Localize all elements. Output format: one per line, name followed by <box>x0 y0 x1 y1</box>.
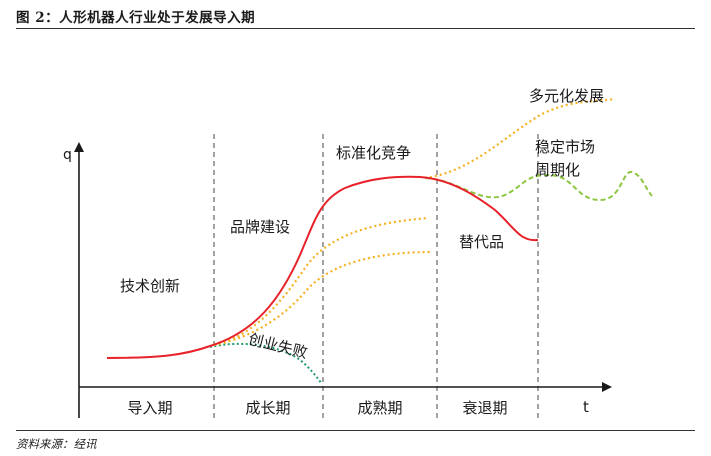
annotation-stable-line1: 稳定市场 <box>535 138 595 156</box>
annotation-diversification: 多元化发展 <box>529 87 604 105</box>
main-lifecycle-curve <box>106 175 539 359</box>
annotation-stable-line2: 周期化 <box>535 161 580 179</box>
annotation-innovation: 技术创新 <box>120 277 180 295</box>
phase-label-maturity: 成熟期 <box>357 399 402 417</box>
x-axis-label: t <box>583 398 589 416</box>
phase-label-growth: 成长期 <box>245 399 290 417</box>
phase-label-decline: 衰退期 <box>462 399 507 417</box>
title-rule <box>16 28 695 29</box>
annotation-brand: 品牌建设 <box>230 218 290 236</box>
annotation-substitute: 替代品 <box>459 233 504 251</box>
diversification-curve <box>424 97 616 180</box>
figure-title: 图 2：人形机器人行业处于发展导入期 <box>16 10 256 26</box>
y-axis-label: q <box>63 147 72 163</box>
cyclic-curve <box>424 171 653 202</box>
annotation-startup-fail: 创业失败 <box>247 330 310 362</box>
upper-growth-curve <box>213 216 429 347</box>
annotation-standardization: 标准化竞争 <box>336 144 411 162</box>
footer-rule <box>16 430 695 431</box>
phase-label-intro: 导入期 <box>127 399 172 417</box>
source-note: 资料来源：经讯 <box>16 437 97 451</box>
